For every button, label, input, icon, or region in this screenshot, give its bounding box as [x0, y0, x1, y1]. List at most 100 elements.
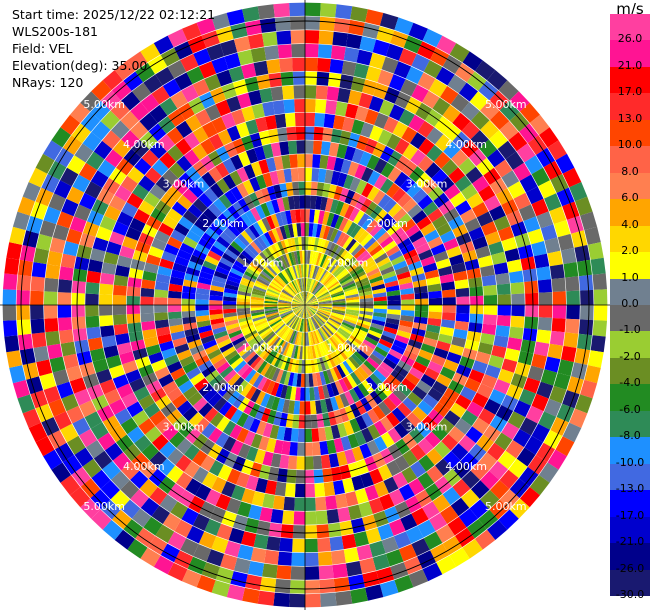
velocity-gate [340, 323, 354, 333]
velocity-gate [325, 495, 338, 510]
velocity-gate [358, 345, 372, 357]
velocity-gate [177, 194, 193, 210]
velocity-gate [291, 302, 305, 305]
velocity-gate [338, 273, 351, 283]
velocity-gate [494, 432, 513, 451]
velocity-gate [461, 470, 480, 489]
velocity-gate [369, 125, 384, 142]
velocity-gate [250, 433, 263, 449]
velocity-gate [201, 422, 216, 439]
velocity-gate [134, 435, 152, 453]
velocity-gate [373, 292, 387, 298]
velocity-gate [185, 333, 201, 344]
velocity-gate [74, 388, 92, 406]
velocity-gate [388, 74, 406, 92]
velocity-gate [292, 373, 298, 387]
velocity-gate [300, 332, 304, 346]
velocity-gate [294, 112, 305, 127]
velocity-gate [394, 17, 414, 35]
velocity-gate [373, 174, 388, 190]
velocity-gate [565, 276, 580, 292]
velocity-gate [318, 307, 332, 312]
velocity-gate [344, 288, 358, 295]
colorbar-tick-label: -1.0 [619, 323, 641, 337]
velocity-gate [440, 505, 459, 524]
velocity-gate [327, 320, 340, 329]
velocity-gate [372, 315, 386, 323]
velocity-gate [439, 273, 454, 284]
velocity-gate [204, 255, 220, 266]
velocity-gate [276, 274, 287, 286]
velocity-gate [333, 185, 344, 201]
velocity-gate [281, 270, 290, 283]
velocity-gate [317, 537, 331, 552]
velocity-gate [454, 279, 469, 290]
velocity-gate [337, 347, 348, 361]
colorbar-tick-label: 6.0 [621, 191, 639, 205]
velocity-gate [349, 335, 363, 346]
velocity-gate [246, 446, 259, 462]
velocity-gate [422, 28, 443, 48]
velocity-gate [256, 277, 270, 287]
velocity-gate [405, 344, 421, 356]
velocity-gate [120, 480, 140, 499]
velocity-gate [215, 162, 230, 178]
velocity-gate [182, 236, 198, 249]
velocity-gate [333, 480, 345, 495]
velocity-gate [364, 485, 379, 501]
velocity-gate [373, 308, 387, 314]
velocity-gate [350, 76, 366, 93]
velocity-gate [302, 264, 305, 278]
velocity-gate [580, 289, 594, 305]
range-ring-label: 2.00km [366, 217, 408, 230]
velocity-gate [400, 417, 416, 433]
velocity-gate [387, 166, 402, 183]
velocity-gate [330, 288, 343, 296]
velocity-gate [143, 262, 159, 274]
velocity-gate [296, 456, 305, 470]
velocity-gate [221, 82, 237, 100]
velocity-gate [238, 443, 251, 459]
velocity-gate [22, 408, 41, 428]
velocity-gate [112, 305, 127, 316]
velocity-gate [386, 182, 400, 198]
range-ring-label: 4.00km [123, 460, 165, 473]
velocity-gate [305, 30, 320, 44]
velocity-gate [408, 478, 425, 496]
velocity-gate [215, 334, 230, 344]
velocity-gate [291, 552, 305, 567]
velocity-gate [347, 161, 360, 177]
velocity-gate [157, 458, 175, 476]
velocity-gate [91, 469, 111, 489]
velocity-gate [243, 164, 256, 180]
velocity-gate [310, 414, 318, 429]
velocity-gate [135, 62, 155, 83]
velocity-gate [401, 466, 418, 484]
velocity-gate [250, 47, 267, 63]
velocity-gate [171, 201, 188, 216]
velocity-gate [231, 219, 245, 234]
velocity-gate [478, 408, 496, 425]
velocity-gate [353, 531, 369, 547]
velocity-gate [499, 100, 520, 121]
velocity-gate [285, 314, 296, 325]
velocity-gate [349, 177, 361, 192]
velocity-gate [385, 317, 400, 325]
velocity-gate [17, 394, 35, 414]
velocity-gate [322, 183, 331, 198]
velocity-gate [260, 362, 271, 376]
velocity-gate [531, 198, 549, 217]
velocity-gate [123, 443, 142, 462]
velocity-gate [475, 245, 491, 259]
velocity-gate [293, 305, 305, 311]
velocity-gate [187, 35, 207, 54]
velocity-gate [305, 305, 310, 318]
velocity-gate [317, 294, 331, 301]
velocity-gate [366, 440, 380, 456]
velocity-gate [327, 338, 337, 351]
velocity-gate [293, 305, 305, 312]
velocity-gate [334, 200, 345, 215]
velocity-gate [359, 310, 373, 316]
velocity-gate [236, 297, 251, 303]
velocity-gate [436, 555, 457, 575]
